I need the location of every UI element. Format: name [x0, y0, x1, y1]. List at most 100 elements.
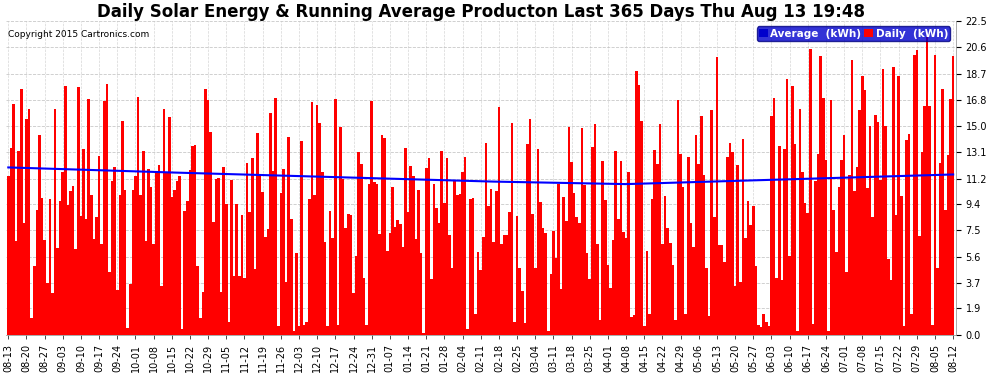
- Bar: [941, 89, 944, 335]
- Bar: [869, 126, 871, 335]
- Bar: [578, 223, 581, 335]
- Bar: [588, 279, 591, 335]
- Bar: [464, 157, 466, 335]
- Bar: [300, 141, 303, 335]
- Bar: [170, 197, 173, 335]
- Bar: [428, 158, 430, 335]
- Legend: Average  (kWh), Daily  (kWh): Average (kWh), Daily (kWh): [756, 27, 950, 41]
- Bar: [238, 276, 241, 335]
- Bar: [199, 318, 202, 335]
- Bar: [835, 252, 838, 335]
- Bar: [231, 180, 233, 335]
- Bar: [162, 109, 165, 335]
- Title: Daily Solar Energy & Running Average Producton Last 365 Days Thu Aug 13 19:48: Daily Solar Energy & Running Average Pro…: [97, 3, 864, 21]
- Bar: [64, 86, 66, 335]
- Bar: [812, 324, 815, 335]
- Bar: [124, 190, 127, 335]
- Bar: [77, 87, 79, 335]
- Bar: [573, 194, 575, 335]
- Bar: [404, 148, 407, 335]
- Bar: [949, 99, 951, 335]
- Bar: [594, 124, 596, 335]
- Bar: [554, 258, 557, 335]
- Bar: [306, 322, 308, 335]
- Bar: [46, 283, 49, 335]
- Bar: [142, 151, 145, 335]
- Bar: [402, 246, 404, 335]
- Bar: [830, 100, 833, 335]
- Bar: [519, 268, 521, 335]
- Bar: [204, 88, 207, 335]
- Bar: [160, 286, 162, 335]
- Bar: [903, 326, 905, 335]
- Bar: [866, 188, 869, 335]
- Bar: [58, 201, 61, 335]
- Bar: [471, 198, 474, 335]
- Bar: [438, 222, 441, 335]
- Bar: [863, 90, 866, 335]
- Bar: [855, 167, 858, 335]
- Bar: [474, 314, 477, 335]
- Bar: [223, 168, 225, 335]
- Bar: [887, 259, 890, 335]
- Bar: [66, 205, 69, 335]
- Bar: [879, 180, 882, 335]
- Bar: [770, 116, 773, 335]
- Bar: [944, 210, 946, 335]
- Bar: [241, 215, 244, 335]
- Bar: [732, 152, 734, 335]
- Bar: [194, 145, 196, 335]
- Bar: [529, 119, 532, 335]
- Bar: [734, 286, 737, 335]
- Bar: [643, 326, 645, 335]
- Bar: [773, 98, 775, 335]
- Bar: [441, 151, 444, 335]
- Bar: [233, 276, 236, 335]
- Bar: [316, 105, 319, 335]
- Bar: [458, 194, 461, 335]
- Bar: [121, 122, 124, 335]
- Bar: [191, 147, 194, 335]
- Bar: [319, 123, 321, 335]
- Bar: [149, 187, 152, 335]
- Bar: [565, 222, 567, 335]
- Bar: [103, 101, 106, 335]
- Bar: [448, 235, 450, 335]
- Bar: [546, 331, 549, 335]
- Bar: [324, 242, 327, 335]
- Bar: [28, 109, 31, 335]
- Bar: [801, 172, 804, 335]
- Bar: [271, 171, 274, 335]
- Bar: [49, 199, 51, 335]
- Bar: [524, 323, 526, 335]
- Bar: [521, 291, 524, 335]
- Bar: [700, 116, 703, 335]
- Bar: [303, 325, 306, 335]
- Bar: [853, 191, 855, 335]
- Bar: [650, 199, 653, 335]
- Bar: [825, 160, 828, 335]
- Bar: [18, 151, 20, 335]
- Bar: [653, 150, 656, 335]
- Bar: [308, 199, 311, 335]
- Bar: [638, 85, 641, 335]
- Bar: [804, 203, 807, 335]
- Bar: [767, 326, 770, 335]
- Bar: [264, 237, 266, 335]
- Bar: [913, 55, 916, 335]
- Bar: [446, 159, 448, 335]
- Bar: [370, 101, 373, 335]
- Bar: [236, 204, 238, 335]
- Bar: [783, 149, 786, 335]
- Bar: [658, 124, 661, 335]
- Bar: [892, 67, 895, 335]
- Bar: [615, 151, 617, 335]
- Bar: [757, 326, 759, 335]
- Bar: [95, 217, 98, 335]
- Bar: [607, 265, 609, 335]
- Bar: [841, 160, 842, 335]
- Bar: [425, 168, 428, 335]
- Bar: [450, 268, 453, 335]
- Bar: [752, 206, 754, 335]
- Bar: [290, 219, 292, 335]
